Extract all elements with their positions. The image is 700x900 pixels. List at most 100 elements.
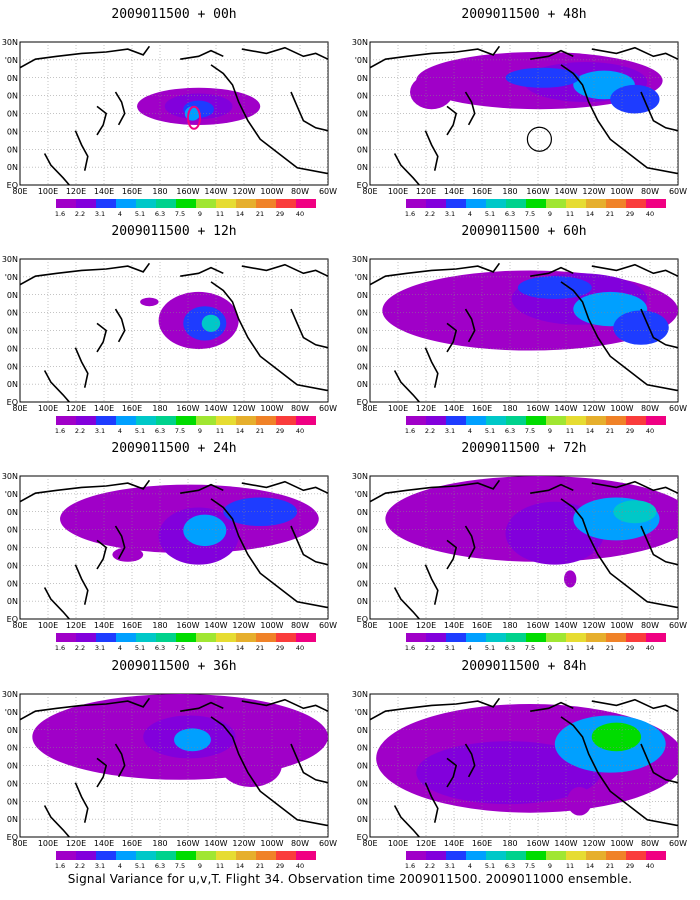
- y-tick-label: EQ: [357, 398, 368, 407]
- colorbar-label: 11: [566, 210, 574, 218]
- y-tick-label: 0N: [357, 597, 368, 606]
- x-tick-label: 80E: [362, 839, 377, 848]
- x-tick-label: 140W: [554, 404, 577, 413]
- colorbar-label: 14: [586, 644, 594, 652]
- observation-circle: [526, 126, 553, 152]
- figure-caption: Signal Variance for u,v,T. Flight 34. Ob…: [67, 872, 633, 886]
- colorbar-swatch: [196, 851, 216, 860]
- colorbar-label: 2.2: [75, 210, 85, 218]
- y-tick-label: 0N: [7, 508, 18, 517]
- colorbar-swatch: [296, 199, 316, 208]
- y-tick-label: 0N: [357, 797, 368, 806]
- y-tick-label: 0N: [357, 561, 368, 570]
- y-tick-label: 0N: [357, 327, 368, 336]
- colorbar-label: 4: [118, 644, 122, 652]
- colorbar-label: 3.1: [445, 644, 455, 652]
- colorbar-swatch: [96, 416, 116, 425]
- coastline: [370, 262, 501, 286]
- coastline: [241, 46, 328, 60]
- variance-shade: [567, 786, 592, 816]
- y-tick-label: 30N: [2, 255, 18, 264]
- coastline: [74, 564, 89, 605]
- colorbar-swatch: [296, 851, 316, 860]
- y-tick-label: 0N: [7, 380, 18, 389]
- variance-shade: [505, 67, 580, 88]
- colorbar-label: 11: [566, 862, 574, 870]
- y-tick-label: 0N: [357, 362, 368, 371]
- coastline: [446, 105, 458, 136]
- colorbar-label: 29: [276, 862, 284, 870]
- colorbar-swatch: [606, 633, 626, 642]
- variance-shade: [174, 728, 211, 752]
- y-tick-label: 0N: [7, 526, 18, 535]
- x-tick-label: 160E: [472, 621, 492, 630]
- y-tick-label: 0N: [7, 127, 18, 136]
- y-tick-label: 30N: [2, 472, 18, 481]
- x-tick-label: 80W: [291, 187, 309, 196]
- colorbar-swatch: [506, 851, 526, 860]
- y-tick-label: 0N: [357, 779, 368, 788]
- colorbar-label: 7.5: [175, 862, 185, 870]
- colorbar-label: 40: [296, 862, 304, 870]
- colorbar-swatch: [566, 851, 586, 860]
- coastline: [464, 743, 476, 778]
- x-tick-label: 120W: [582, 187, 605, 196]
- y-tick-label: 0N: [7, 163, 18, 172]
- y-tick-label: 0N: [7, 726, 18, 735]
- coastline: [370, 697, 501, 721]
- colorbar-swatch: [136, 416, 156, 425]
- colorbar-swatch: [256, 633, 276, 642]
- colorbar-label: 40: [296, 644, 304, 652]
- colorbar-label: 7.5: [525, 644, 535, 652]
- y-tick-label: 0N: [7, 579, 18, 588]
- coastline: [114, 308, 126, 343]
- colorbar-label: 11: [566, 644, 574, 652]
- y-tick-label: '0N: [355, 56, 368, 65]
- colorbar-label: 14: [236, 210, 244, 218]
- colorbar-swatch: [526, 851, 546, 860]
- colorbar-swatch: [646, 199, 666, 208]
- x-tick-label: 120E: [66, 187, 86, 196]
- colorbar-label: 11: [216, 427, 224, 435]
- y-tick-label: 0N: [7, 145, 18, 154]
- y-tick-label: 0N: [357, 508, 368, 517]
- y-tick-label: 0N: [357, 145, 368, 154]
- coastline: [96, 322, 108, 353]
- colorbar-swatch: [156, 633, 176, 642]
- map-area: [20, 259, 328, 402]
- colorbar-label: 4: [468, 427, 472, 435]
- colorbar-swatch: [506, 633, 526, 642]
- coastline: [560, 64, 678, 175]
- colorbar-swatch: [136, 199, 156, 208]
- x-tick-label: 80W: [291, 839, 309, 848]
- x-tick-label: 60W: [319, 839, 337, 848]
- colorbar-label: 29: [626, 862, 634, 870]
- colorbar-swatch: [646, 416, 666, 425]
- y-tick-label: 0N: [357, 110, 368, 119]
- colorbar-swatch: [56, 416, 76, 425]
- y-tick-label: 0N: [357, 762, 368, 771]
- colorbar-swatch: [486, 199, 506, 208]
- colorbar-label: 3.1: [445, 427, 455, 435]
- colorbar-swatch: [236, 851, 256, 860]
- x-tick-label: 160E: [472, 187, 492, 196]
- coastline: [560, 281, 678, 392]
- coastline: [446, 322, 458, 353]
- x-tick-label: 160E: [472, 839, 492, 848]
- x-tick-label: 160E: [122, 404, 142, 413]
- x-tick-label: 100E: [38, 839, 58, 848]
- colorbar-label: 1.6: [405, 644, 415, 652]
- coastline: [640, 308, 678, 349]
- colorbar-label: 4: [468, 644, 472, 652]
- x-tick-label: 160E: [122, 187, 142, 196]
- coastline: [640, 743, 678, 784]
- colorbar-label: 6.3: [505, 644, 515, 652]
- colorbar-label: 14: [586, 210, 594, 218]
- colorbar-label: 11: [216, 862, 224, 870]
- colorbar-swatch: [116, 633, 136, 642]
- x-tick-label: 100W: [260, 404, 283, 413]
- colorbar-swatch: [176, 416, 196, 425]
- y-tick-label: 0N: [7, 544, 18, 553]
- colorbar-label: 4: [118, 210, 122, 218]
- colorbar-swatch: [406, 416, 426, 425]
